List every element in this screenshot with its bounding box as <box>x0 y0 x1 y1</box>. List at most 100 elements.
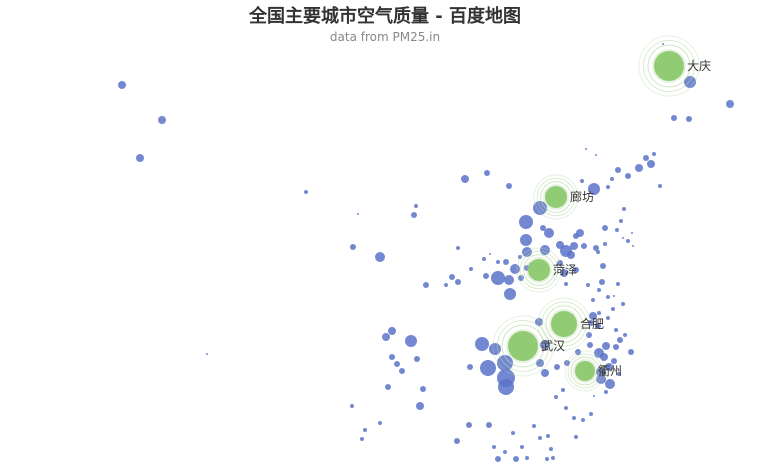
city-point[interactable] <box>360 437 364 441</box>
city-point[interactable] <box>652 152 656 156</box>
city-point[interactable] <box>617 372 621 376</box>
city-point[interactable] <box>684 76 696 88</box>
city-point[interactable] <box>632 245 634 247</box>
city-point[interactable] <box>456 246 460 250</box>
highlight-city-point[interactable] <box>545 186 567 208</box>
city-point[interactable] <box>519 215 533 229</box>
city-point[interactable] <box>540 340 550 350</box>
city-point[interactable] <box>572 416 576 420</box>
city-point[interactable] <box>581 418 585 422</box>
city-point[interactable] <box>525 456 529 460</box>
city-point[interactable] <box>557 260 563 266</box>
highlight-city-point[interactable] <box>528 259 550 281</box>
city-point[interactable] <box>686 116 692 122</box>
city-point[interactable] <box>617 337 623 343</box>
city-point[interactable] <box>136 154 144 162</box>
city-point[interactable] <box>586 332 592 338</box>
city-point[interactable] <box>588 183 600 195</box>
city-point[interactable] <box>480 360 496 376</box>
city-point[interactable] <box>613 344 619 350</box>
city-point[interactable] <box>536 359 544 367</box>
city-point[interactable] <box>118 81 126 89</box>
city-point[interactable] <box>483 273 489 279</box>
city-point[interactable] <box>385 384 391 390</box>
city-point[interactable] <box>647 160 655 168</box>
highlight-city-point[interactable] <box>508 331 538 361</box>
city-point[interactable] <box>561 388 565 392</box>
city-point[interactable] <box>580 179 584 183</box>
city-point[interactable] <box>551 456 555 460</box>
city-point[interactable] <box>606 295 610 299</box>
city-point[interactable] <box>350 244 356 250</box>
city-point[interactable] <box>597 288 601 292</box>
city-point[interactable] <box>602 342 610 350</box>
city-point[interactable] <box>486 422 492 428</box>
city-point[interactable] <box>504 275 514 285</box>
city-point[interactable] <box>621 302 625 306</box>
city-point[interactable] <box>643 155 649 161</box>
city-point[interactable] <box>574 435 578 439</box>
city-point[interactable] <box>455 279 461 285</box>
city-point[interactable] <box>570 242 578 250</box>
city-point[interactable] <box>466 422 472 428</box>
city-point[interactable] <box>449 274 455 280</box>
city-point[interactable] <box>603 242 607 246</box>
city-point[interactable] <box>613 295 615 297</box>
city-point[interactable] <box>520 445 524 449</box>
city-point[interactable] <box>605 363 613 371</box>
city-point[interactable] <box>593 245 599 251</box>
city-point[interactable] <box>378 421 382 425</box>
city-point[interactable] <box>414 204 418 208</box>
city-point[interactable] <box>503 450 507 454</box>
city-point[interactable] <box>587 342 593 348</box>
city-point[interactable] <box>554 364 560 370</box>
city-point[interactable] <box>405 335 417 347</box>
city-point[interactable] <box>389 354 395 360</box>
city-point[interactable] <box>461 175 469 183</box>
city-point[interactable] <box>411 212 417 218</box>
city-point[interactable] <box>614 328 618 332</box>
city-point[interactable] <box>375 252 385 262</box>
highlight-city[interactable]: 武汉 <box>492 315 565 377</box>
city-point[interactable] <box>492 445 496 449</box>
city-point[interactable] <box>423 282 429 288</box>
city-point[interactable] <box>599 279 605 285</box>
city-point[interactable] <box>469 267 473 271</box>
city-point[interactable] <box>626 239 630 243</box>
city-point[interactable] <box>475 337 489 351</box>
city-point[interactable] <box>616 282 620 286</box>
city-point[interactable] <box>606 316 610 320</box>
city-point[interactable] <box>635 164 643 172</box>
city-point[interactable] <box>658 184 662 188</box>
city-point[interactable] <box>357 213 359 215</box>
city-point[interactable] <box>595 323 601 329</box>
city-point[interactable] <box>589 412 593 416</box>
city-point[interactable] <box>520 234 532 246</box>
city-point[interactable] <box>622 237 624 239</box>
city-point[interactable] <box>495 456 501 462</box>
city-point[interactable] <box>606 185 610 189</box>
city-point[interactable] <box>546 434 550 438</box>
highlight-city[interactable]: 衢州 <box>564 350 622 392</box>
city-point[interactable] <box>560 269 568 277</box>
city-point[interactable] <box>504 288 516 300</box>
city-point[interactable] <box>605 379 615 389</box>
city-point[interactable] <box>604 390 608 394</box>
city-point[interactable] <box>394 361 400 367</box>
city-point[interactable] <box>589 312 597 320</box>
city-point[interactable] <box>489 343 501 355</box>
city-point[interactable] <box>498 379 514 395</box>
city-point[interactable] <box>619 219 623 223</box>
city-point[interactable] <box>600 353 608 361</box>
city-point[interactable] <box>491 271 505 285</box>
city-point[interactable] <box>615 228 619 232</box>
city-point[interactable] <box>535 318 543 326</box>
city-point[interactable] <box>597 311 601 315</box>
city-point[interactable] <box>622 207 626 211</box>
city-point[interactable] <box>532 424 536 428</box>
city-point[interactable] <box>615 167 621 173</box>
city-point[interactable] <box>416 402 424 410</box>
city-point[interactable] <box>522 247 532 257</box>
city-point[interactable] <box>662 43 664 45</box>
